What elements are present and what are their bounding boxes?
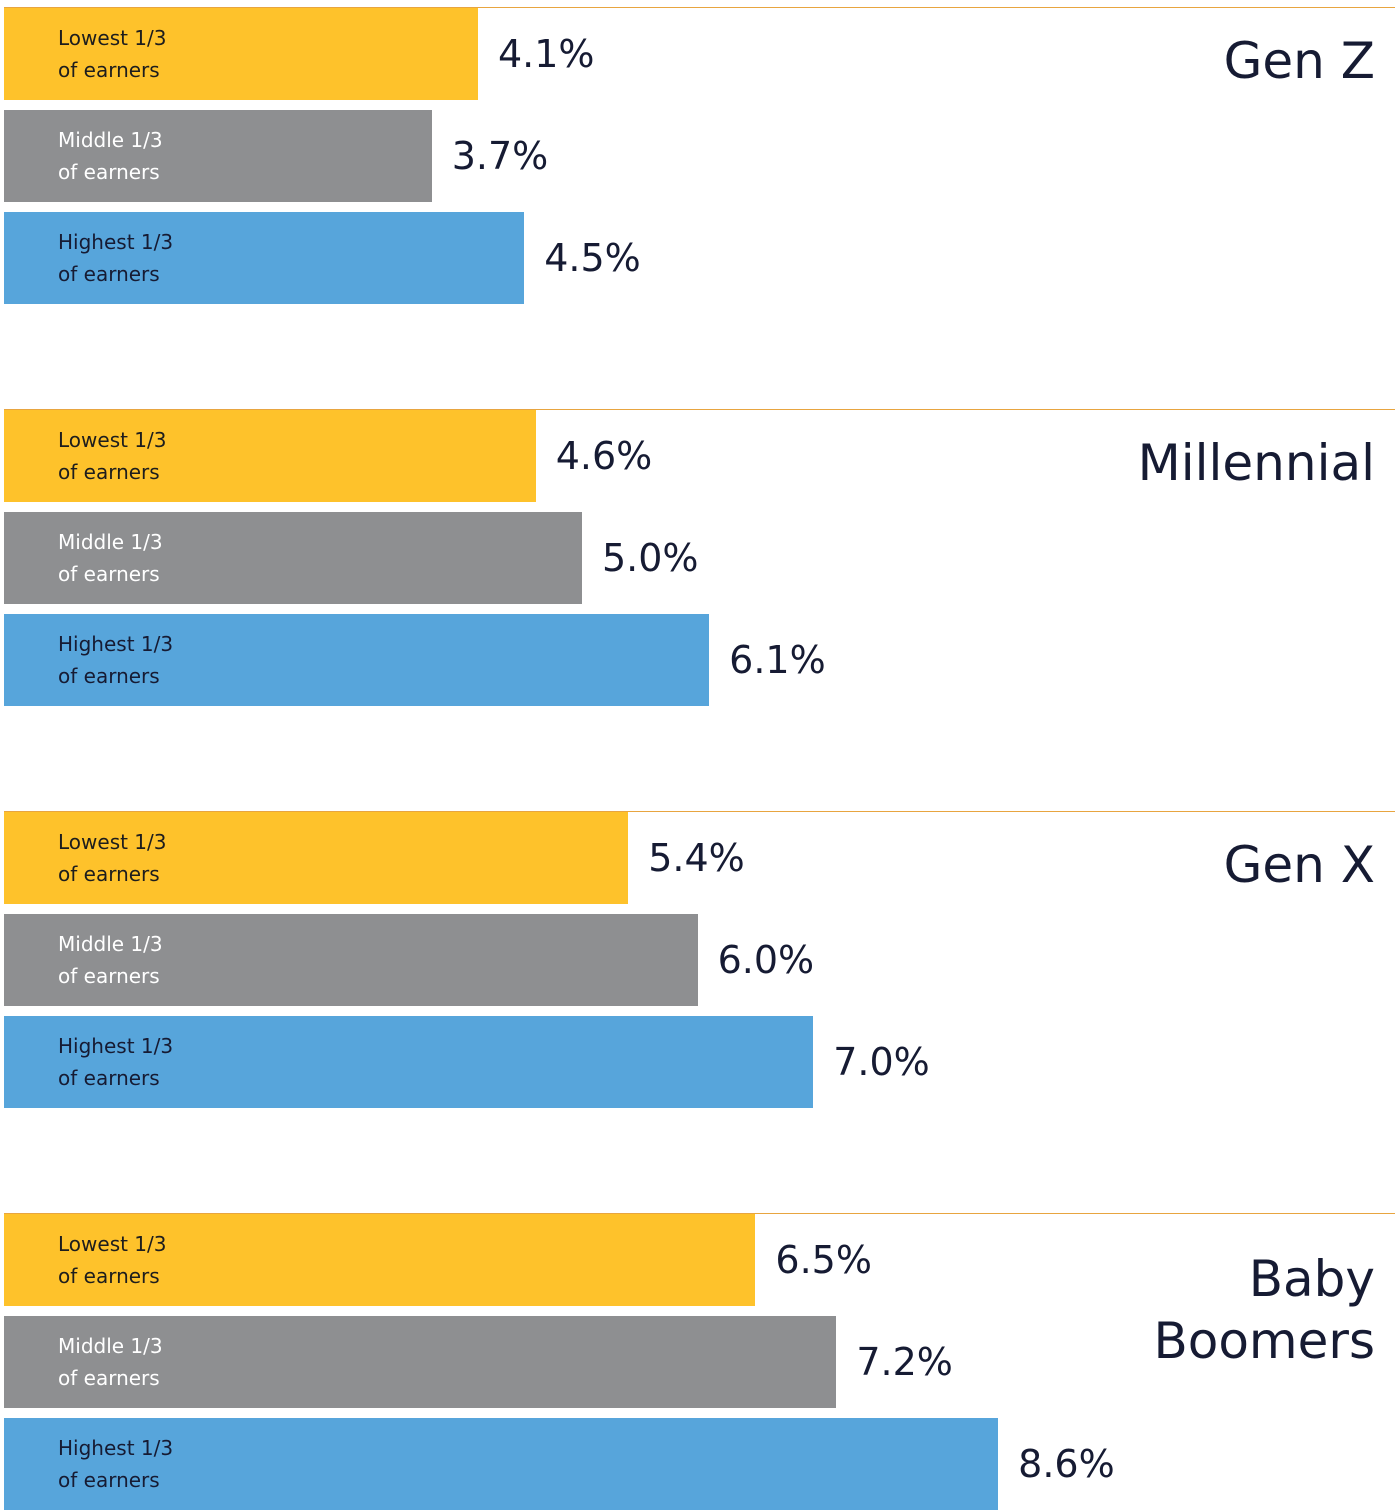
bar (4, 914, 698, 1006)
bar (4, 1418, 999, 1510)
series-name: Middle 1/3 of earners (58, 932, 163, 988)
bar (4, 1214, 756, 1306)
value-label: 7.0% (833, 1040, 930, 1084)
series-name: Middle 1/3 of earners (58, 530, 163, 586)
category-label: Gen X (1223, 836, 1375, 894)
value-label: 3.7% (451, 134, 549, 178)
group-divider (4, 1213, 1395, 1214)
value-label: 4.6% (555, 434, 653, 478)
series-name: Lowest 1/3 of earners (58, 1232, 167, 1288)
category-label: Millennial (1137, 434, 1375, 492)
value-label: 6.1% (729, 638, 826, 682)
value-label: 6.5% (775, 1238, 872, 1282)
series-name: Lowest 1/3 of earners (58, 26, 167, 82)
group-divider (4, 811, 1395, 812)
category-label: Baby Boomers (1153, 1250, 1375, 1370)
series-name: Highest 1/3 of earners (58, 1034, 174, 1090)
series-name: Lowest 1/3 of earners (58, 830, 167, 886)
series-name: Highest 1/3 of earners (58, 632, 174, 688)
value-label: 6.0% (717, 938, 815, 982)
value-label: 4.1% (497, 32, 595, 76)
bar (4, 1316, 837, 1408)
series-name: Lowest 1/3 of earners (58, 428, 167, 484)
bar (4, 512, 582, 604)
bar (4, 812, 629, 904)
value-label: 8.6% (1018, 1442, 1115, 1486)
bar (4, 614, 710, 706)
bar (4, 110, 432, 202)
value-label: 5.4% (648, 836, 745, 880)
bar (4, 1016, 814, 1108)
group-divider (4, 7, 1395, 8)
series-name: Highest 1/3 of earners (58, 1436, 174, 1492)
bar (4, 212, 525, 304)
value-label: 4.5% (544, 236, 641, 280)
value-label: 7.2% (856, 1340, 953, 1384)
bar (4, 410, 536, 502)
category-label: Gen Z (1223, 32, 1375, 90)
bar (4, 8, 478, 100)
series-name: Middle 1/3 of earners (58, 1334, 163, 1390)
series-name: Middle 1/3 of earners (58, 128, 163, 184)
series-name: Highest 1/3 of earners (58, 230, 174, 286)
value-label: 5.0% (602, 536, 699, 580)
group-divider (4, 409, 1395, 410)
